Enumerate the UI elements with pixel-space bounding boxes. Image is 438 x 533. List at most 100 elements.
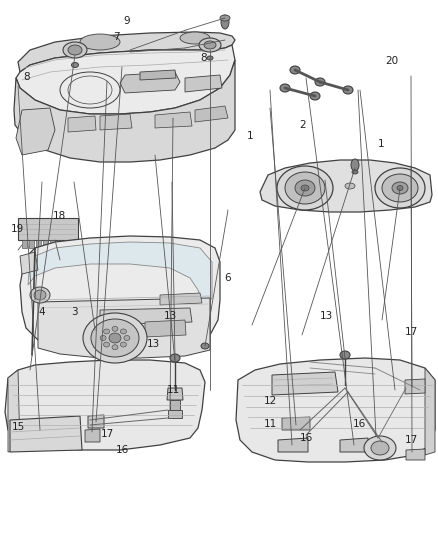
Text: 19: 19 (11, 224, 24, 234)
Ellipse shape (290, 66, 300, 74)
Text: 2: 2 (299, 120, 306, 130)
Text: 1: 1 (378, 139, 385, 149)
Polygon shape (16, 108, 55, 155)
Ellipse shape (285, 183, 295, 189)
Ellipse shape (30, 287, 50, 303)
Text: 12: 12 (264, 396, 277, 406)
Text: 11: 11 (166, 385, 180, 395)
Ellipse shape (295, 180, 315, 196)
Polygon shape (140, 70, 176, 80)
Polygon shape (36, 240, 41, 248)
Ellipse shape (310, 92, 320, 100)
Text: 7: 7 (113, 33, 120, 42)
Text: 18: 18 (53, 211, 66, 221)
Polygon shape (5, 360, 205, 450)
Text: 17: 17 (405, 327, 418, 336)
Ellipse shape (352, 170, 358, 174)
Ellipse shape (80, 34, 120, 50)
Ellipse shape (109, 333, 121, 343)
Polygon shape (425, 368, 435, 455)
Polygon shape (168, 410, 182, 418)
Ellipse shape (315, 78, 325, 86)
Polygon shape (8, 370, 20, 452)
Ellipse shape (112, 326, 118, 332)
Ellipse shape (221, 15, 229, 29)
Ellipse shape (71, 62, 78, 68)
Ellipse shape (392, 182, 408, 194)
Ellipse shape (199, 38, 221, 52)
Text: 13: 13 (164, 311, 177, 320)
Text: 20: 20 (385, 56, 399, 66)
Polygon shape (100, 114, 132, 130)
Text: 16: 16 (116, 446, 129, 455)
Polygon shape (20, 252, 38, 274)
Ellipse shape (120, 342, 127, 347)
Polygon shape (20, 236, 220, 356)
Polygon shape (85, 429, 100, 442)
Text: 15: 15 (12, 423, 25, 432)
Ellipse shape (343, 86, 353, 94)
Ellipse shape (277, 166, 333, 210)
Ellipse shape (351, 159, 359, 171)
Polygon shape (38, 298, 210, 358)
Ellipse shape (280, 84, 290, 92)
Polygon shape (167, 388, 183, 400)
Ellipse shape (103, 329, 110, 334)
Text: 9: 9 (124, 17, 131, 26)
Text: 6: 6 (224, 273, 231, 283)
Polygon shape (170, 400, 180, 410)
Polygon shape (160, 293, 202, 305)
Text: 11: 11 (264, 419, 277, 429)
Polygon shape (57, 240, 62, 248)
Polygon shape (260, 160, 432, 212)
Ellipse shape (68, 45, 82, 55)
Ellipse shape (375, 168, 425, 208)
Ellipse shape (91, 319, 139, 357)
Polygon shape (64, 240, 69, 248)
Polygon shape (185, 75, 222, 92)
Ellipse shape (201, 343, 209, 349)
Ellipse shape (112, 345, 118, 350)
Text: 1: 1 (246, 131, 253, 141)
Polygon shape (29, 240, 34, 248)
Ellipse shape (100, 335, 106, 341)
Ellipse shape (120, 329, 127, 334)
Ellipse shape (83, 313, 147, 363)
Ellipse shape (315, 183, 325, 189)
Ellipse shape (397, 185, 403, 190)
Ellipse shape (103, 342, 110, 347)
Polygon shape (278, 438, 308, 452)
Polygon shape (22, 240, 27, 248)
Text: 4: 4 (38, 307, 45, 317)
Text: 16: 16 (300, 433, 313, 443)
Polygon shape (145, 320, 186, 337)
Polygon shape (18, 32, 235, 72)
Polygon shape (272, 372, 338, 395)
Text: 3: 3 (71, 307, 78, 317)
Ellipse shape (34, 290, 46, 300)
Polygon shape (14, 60, 235, 162)
Ellipse shape (345, 183, 355, 189)
Text: 8: 8 (23, 72, 30, 82)
Polygon shape (88, 415, 104, 428)
Polygon shape (155, 112, 192, 128)
Polygon shape (10, 416, 82, 452)
Ellipse shape (340, 351, 350, 359)
Polygon shape (43, 240, 48, 248)
Polygon shape (120, 72, 180, 93)
Ellipse shape (375, 183, 385, 189)
Polygon shape (340, 438, 368, 452)
Polygon shape (50, 240, 55, 248)
Polygon shape (16, 45, 235, 114)
Ellipse shape (400, 183, 410, 189)
Ellipse shape (382, 174, 418, 202)
Text: 13: 13 (320, 311, 333, 320)
Ellipse shape (371, 441, 389, 455)
Polygon shape (71, 240, 76, 248)
Polygon shape (405, 379, 425, 394)
Text: 17: 17 (405, 435, 418, 445)
Polygon shape (28, 242, 212, 308)
Text: 16: 16 (353, 419, 366, 429)
Ellipse shape (285, 172, 325, 204)
Ellipse shape (364, 436, 396, 460)
